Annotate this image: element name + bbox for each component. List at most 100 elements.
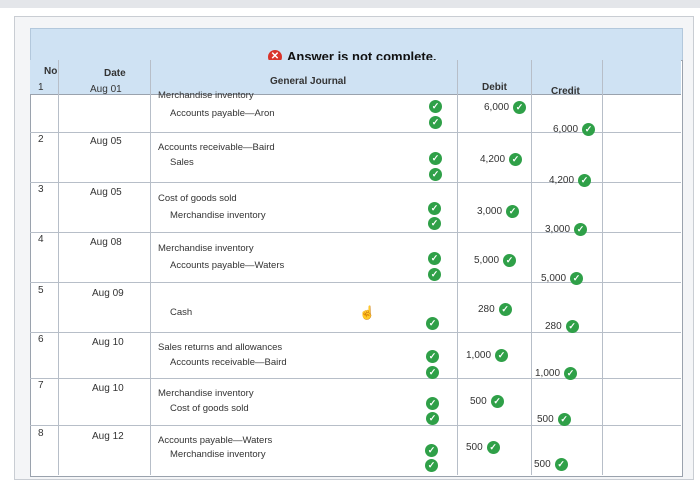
check-circle-icon: ✓ <box>495 349 509 362</box>
debit-value: 1,000 <box>466 350 492 361</box>
debit-value: 500 <box>466 442 483 453</box>
credit-account[interactable]: Sales <box>170 157 194 168</box>
debit-value: 280 <box>478 304 495 315</box>
row-date: Aug 05 <box>90 136 122 147</box>
credit-account[interactable]: Accounts payable—Waters <box>170 260 285 271</box>
row-divider <box>30 332 681 333</box>
debit-amount[interactable]: 4,200 ✓ <box>480 153 523 166</box>
debit-account[interactable]: Accounts payable—Waters <box>158 435 273 446</box>
credit-account[interactable]: Accounts payable—Aron <box>170 108 275 119</box>
debit-account[interactable]: Merchandise inventory <box>158 243 254 254</box>
credit-value: 280 <box>545 321 562 332</box>
check-circle-icon: ✓ <box>426 397 439 410</box>
credit-amount[interactable]: 6,000 ✓ <box>553 123 596 136</box>
credit-value: 1,000 <box>535 368 561 379</box>
check-circle-icon: ✓ <box>564 367 578 380</box>
credit-value: 3,000 <box>545 224 571 235</box>
general-journal-table <box>30 60 683 477</box>
debit-amount[interactable]: 5,000 ✓ <box>474 254 517 267</box>
debit-amount[interactable]: 500 ✓ <box>470 395 504 408</box>
check-circle-icon: ✓ <box>506 205 520 218</box>
credit-account[interactable]: Cash <box>170 307 193 318</box>
row-divider <box>30 182 681 183</box>
row-divider <box>30 378 681 379</box>
row-number: 4 <box>38 234 44 245</box>
row-date: Aug 10 <box>92 383 124 394</box>
check-circle-icon: ✓ <box>426 412 439 425</box>
check-circle-icon: ✓ <box>426 366 439 379</box>
row-number: 8 <box>38 428 44 439</box>
credit-value: 500 <box>534 459 551 470</box>
check-circle-icon: ✓ <box>428 268 441 281</box>
debit-value: 6,000 <box>484 102 510 113</box>
debit-amount[interactable]: 3,000 ✓ <box>477 205 520 218</box>
check-circle-icon: ✓ <box>428 217 441 230</box>
debit-account[interactable]: Cost of goods sold <box>158 193 237 204</box>
check-circle-icon: ✓ <box>498 303 512 316</box>
debit-account[interactable]: Merchandise inventory <box>158 90 254 101</box>
debit-account[interactable]: Sales returns and allowances <box>158 342 283 353</box>
debit-amount[interactable]: 280 ✓ <box>478 303 512 316</box>
browser-top-bar <box>0 0 700 8</box>
check-circle-icon: ✓ <box>426 350 439 363</box>
check-circle-icon: ✓ <box>428 252 441 265</box>
row-date: Aug 08 <box>90 237 122 248</box>
header-date: Date <box>104 68 126 79</box>
credit-value: 4,200 <box>549 175 575 186</box>
row-number: 3 <box>38 184 44 195</box>
row-date: Aug 12 <box>92 431 124 442</box>
check-circle-icon: ✓ <box>503 254 517 267</box>
credit-account[interactable]: Merchandise inventory <box>170 449 266 460</box>
check-circle-icon: ✓ <box>425 459 438 472</box>
check-circle-icon: ✓ <box>486 441 500 454</box>
debit-amount[interactable]: 500 ✓ <box>466 441 500 454</box>
check-circle-icon: ✓ <box>490 395 504 408</box>
check-circle-icon: ✓ <box>557 413 571 426</box>
header-general-journal: General Journal <box>270 76 347 87</box>
check-circle-icon: ✓ <box>429 100 442 113</box>
row-number: 1 <box>38 82 44 93</box>
credit-amount[interactable]: 1,000 ✓ <box>535 367 578 380</box>
check-circle-icon: ✓ <box>429 116 442 129</box>
header-no: No <box>44 66 58 77</box>
credit-value: 500 <box>537 414 554 425</box>
row-number: 7 <box>38 380 44 391</box>
row-divider <box>30 132 681 133</box>
row-date: Aug 05 <box>90 187 122 198</box>
credit-account[interactable]: Cost of goods sold <box>170 403 249 414</box>
debit-amount[interactable]: 6,000 ✓ <box>484 101 527 114</box>
table-header-labels: No Date General Journal Debit Credit <box>30 60 681 97</box>
check-circle-icon: ✓ <box>565 320 579 333</box>
row-divider <box>30 232 681 233</box>
credit-value: 5,000 <box>541 273 567 284</box>
row-date: Aug 01 <box>90 84 122 95</box>
header-debit: Debit <box>482 82 507 93</box>
debit-account[interactable]: Merchandise inventory <box>158 388 254 399</box>
credit-amount[interactable]: 500 ✓ <box>537 413 571 426</box>
col-divider <box>602 60 603 475</box>
debit-value: 3,000 <box>477 206 503 217</box>
credit-account[interactable]: Merchandise inventory <box>170 210 266 221</box>
credit-amount[interactable]: 500 ✓ <box>534 458 568 471</box>
check-circle-icon: ✓ <box>578 174 592 187</box>
row-number: 2 <box>38 134 44 145</box>
check-circle-icon: ✓ <box>574 223 588 236</box>
check-circle-icon: ✓ <box>429 152 442 165</box>
header-credit: Credit <box>551 86 580 97</box>
credit-amount[interactable]: 5,000 ✓ <box>541 272 584 285</box>
debit-account[interactable]: Accounts receivable—Baird <box>158 142 275 153</box>
check-circle-icon: ✓ <box>554 458 568 471</box>
check-circle-icon: ✓ <box>582 123 596 136</box>
credit-amount[interactable]: 4,200 ✓ <box>549 174 592 187</box>
row-divider <box>30 282 681 283</box>
col-divider <box>150 60 151 475</box>
credit-value: 6,000 <box>553 124 579 135</box>
row-divider <box>30 425 681 426</box>
debit-value: 5,000 <box>474 255 500 266</box>
row-number: 5 <box>38 285 44 296</box>
credit-amount[interactable]: 280 ✓ <box>545 320 579 333</box>
credit-account[interactable]: Accounts receivable—Baird <box>170 357 287 368</box>
check-circle-icon: ✓ <box>428 202 441 215</box>
debit-amount[interactable]: 1,000 ✓ <box>466 349 509 362</box>
credit-amount[interactable]: 3,000 ✓ <box>545 223 588 236</box>
